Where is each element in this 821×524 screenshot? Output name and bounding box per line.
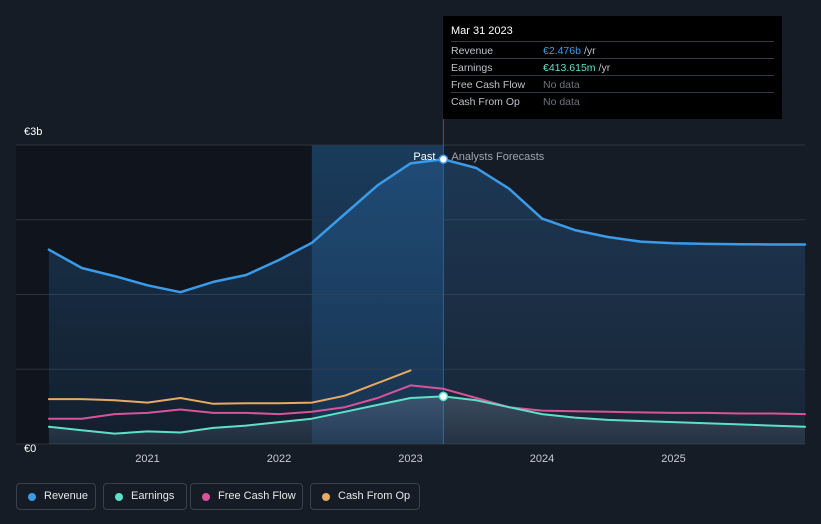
legend-label: Free Cash Flow <box>218 490 296 502</box>
legend-dot-icon <box>28 493 36 501</box>
area-earnings <box>48 396 805 444</box>
legend-label: Revenue <box>44 490 89 502</box>
legend-dot-icon <box>115 493 123 501</box>
past-label: Past <box>413 151 435 163</box>
legend-item-earnings[interactable]: Earnings <box>103 483 187 510</box>
line-earnings <box>47 395 806 435</box>
legend-dot-icon <box>322 493 330 501</box>
area-revenue <box>48 159 805 445</box>
tooltip-row-earnings: Earnings €413.615m/yr <box>451 58 774 76</box>
tooltip-row-cash-from-op: Cash From Op No data <box>451 92 774 110</box>
tooltip-value: No data <box>543 79 580 91</box>
legend-dot-icon <box>202 493 210 501</box>
marker-earnings <box>438 391 449 402</box>
line-revenue <box>47 158 807 294</box>
tooltip-date: Mar 31 2023 <box>451 25 513 37</box>
forecast-label: Analysts Forecasts <box>451 151 544 163</box>
tooltip-row-free-cash-flow: Free Cash Flow No data <box>451 75 774 93</box>
data-tooltip: Mar 31 2023 Revenue €2.476b/yr Earnings … <box>443 16 782 119</box>
x-tick-label: 2025 <box>661 453 685 465</box>
x-tick-label: 2022 <box>267 453 291 465</box>
tooltip-row-revenue: Revenue €2.476b/yr <box>451 41 774 59</box>
y-tick-label: €0 <box>24 443 36 455</box>
legend-label: Earnings <box>131 490 175 502</box>
x-tick-label: 2023 <box>398 453 422 465</box>
x-tick-label: 2021 <box>135 453 159 465</box>
line-free-cash-flow <box>47 384 806 420</box>
tooltip-value: No data <box>543 96 580 108</box>
tooltip-label: Free Cash Flow <box>451 79 526 91</box>
tooltip-value: €2.476b/yr <box>543 45 596 57</box>
x-tick-label: 2024 <box>530 453 554 465</box>
marker-revenue <box>438 154 449 165</box>
legend-item-cash-from-op[interactable]: Cash From Op <box>310 483 420 510</box>
tooltip-value: €413.615m/yr <box>543 62 611 74</box>
line-cash-from-op <box>47 369 412 405</box>
tooltip-label: Earnings <box>451 62 493 74</box>
tooltip-label: Cash From Op <box>451 96 520 108</box>
legend-item-revenue[interactable]: Revenue <box>16 483 96 510</box>
tooltip-label: Revenue <box>451 45 494 57</box>
y-tick-label: €3b <box>24 126 42 138</box>
legend-label: Cash From Op <box>338 490 411 502</box>
legend-item-free-cash-flow[interactable]: Free Cash Flow <box>190 483 303 510</box>
